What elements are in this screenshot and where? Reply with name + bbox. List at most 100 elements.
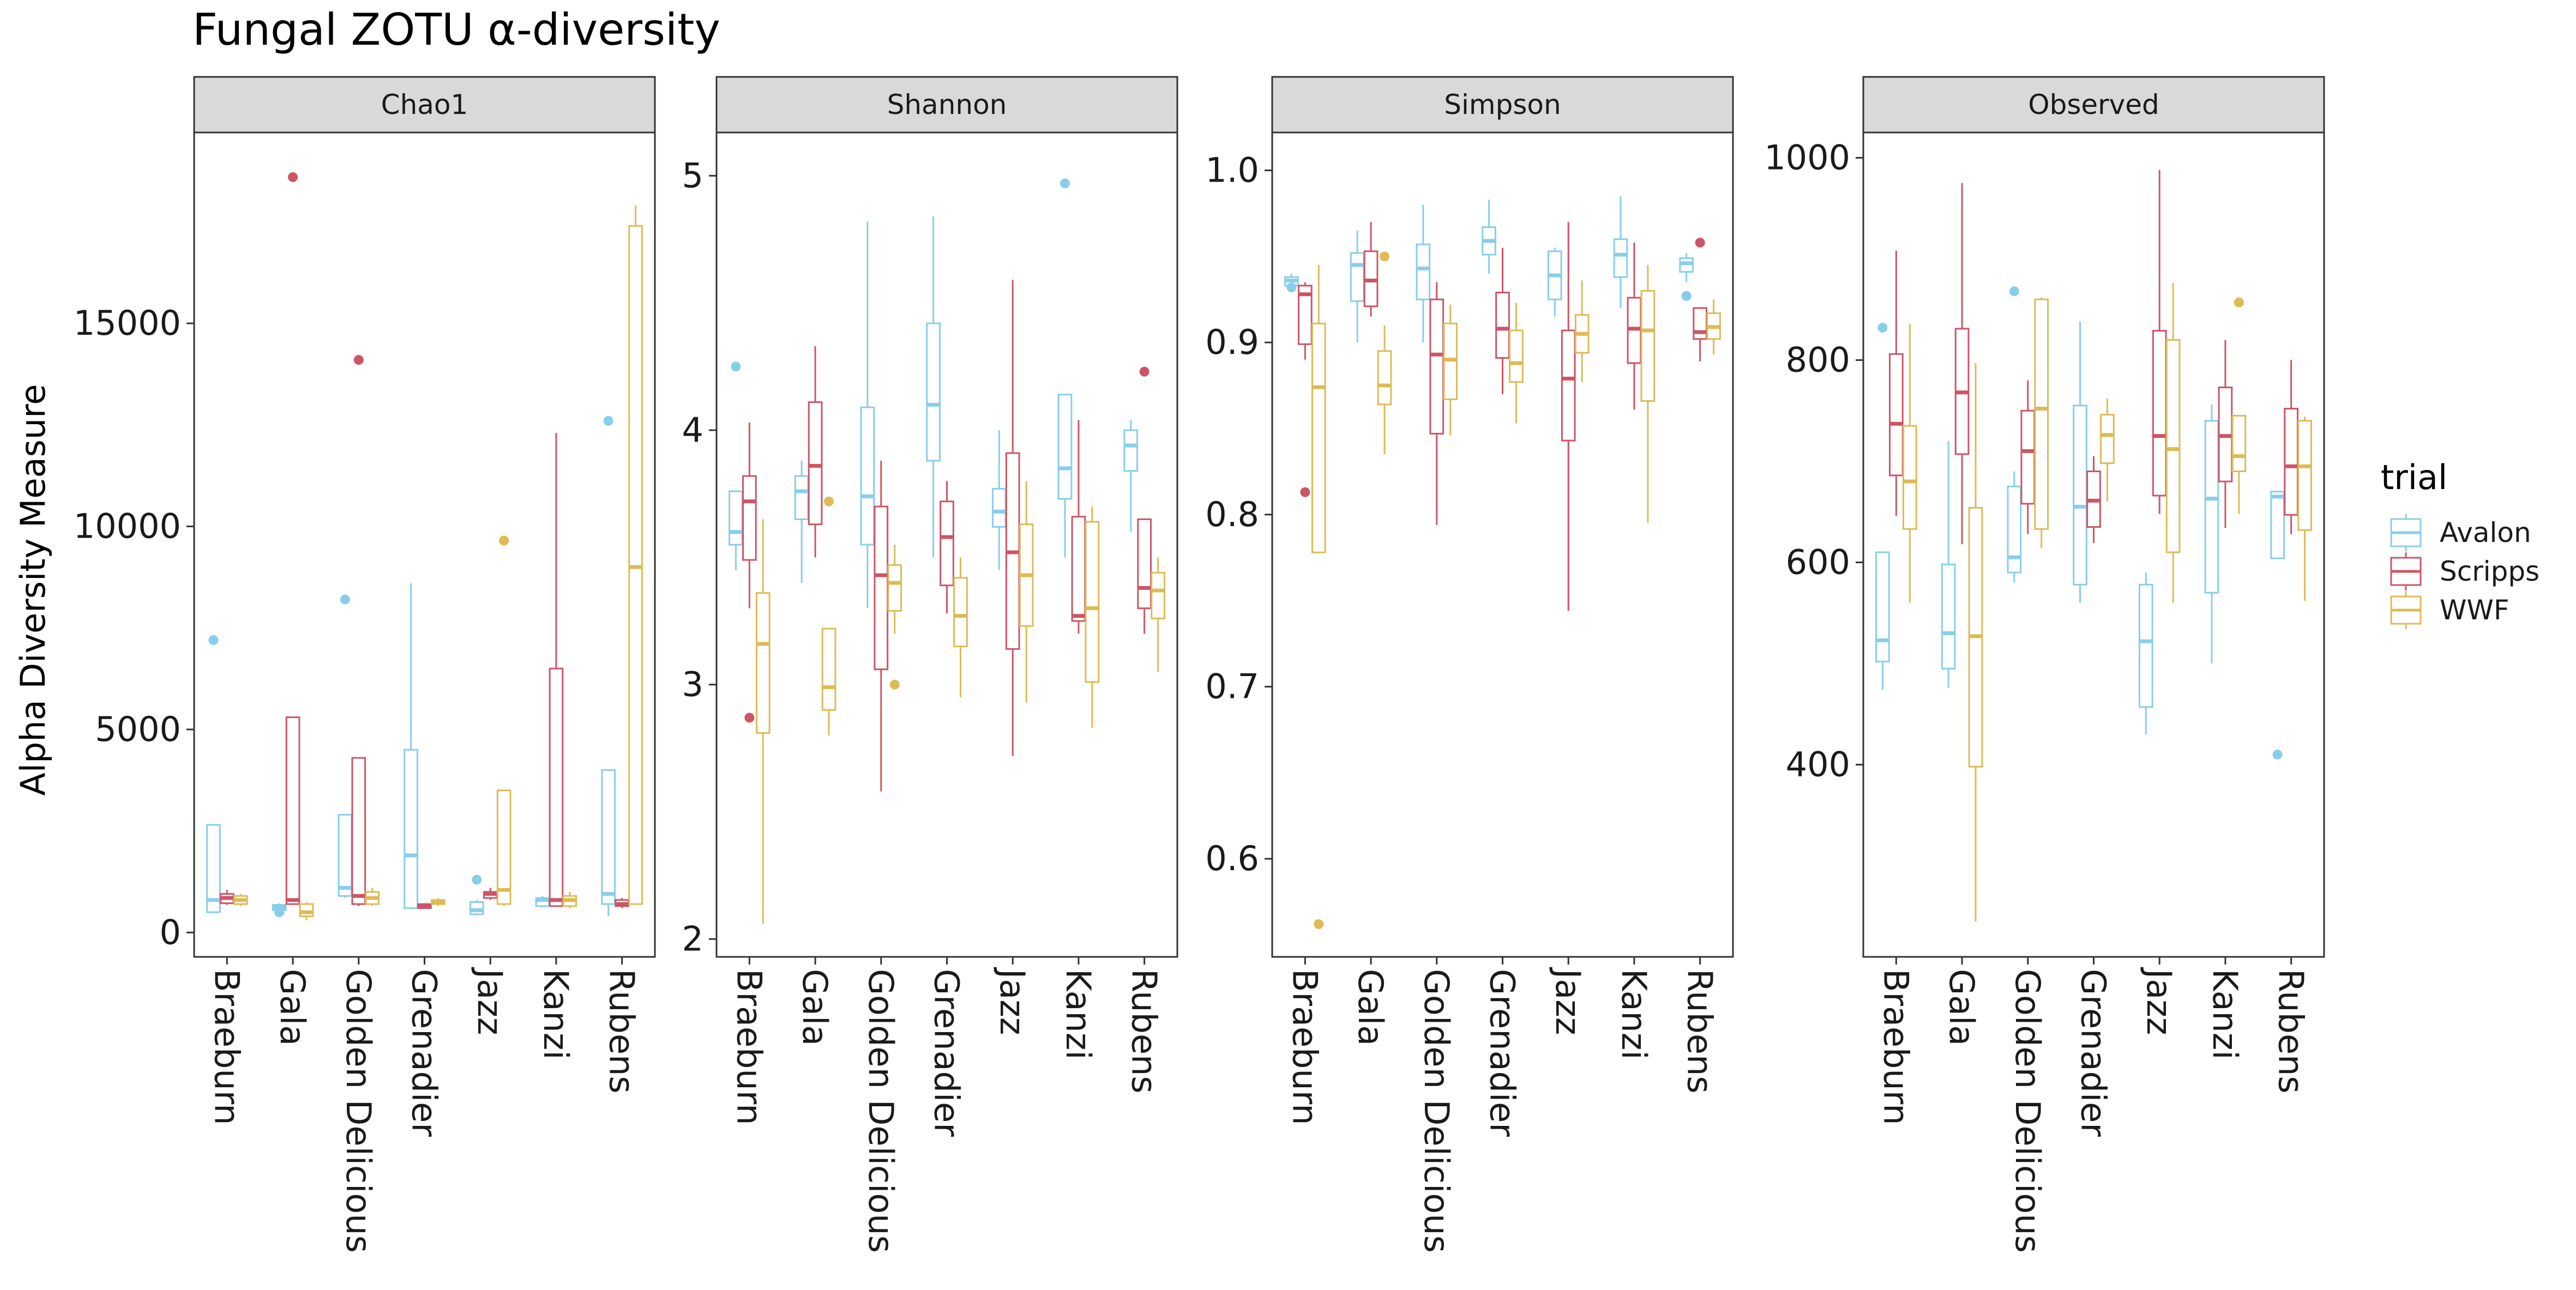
box-scripps (808, 346, 823, 558)
box-body (2152, 330, 2167, 497)
x-tick-label: Jazz (2139, 967, 2179, 1035)
box-avalon (1123, 420, 1139, 532)
x-tick-label: Grenadier (1483, 969, 1522, 1137)
outlier-point (2272, 749, 2283, 759)
y-tick-label: 15000 (74, 303, 181, 343)
y-tick-label: 5 (682, 155, 703, 195)
box-avalon (1941, 441, 1956, 688)
box-body (860, 406, 875, 546)
box-wwf (755, 519, 771, 924)
outlier-point (744, 713, 755, 723)
box-body (821, 628, 836, 711)
outlier-point (889, 679, 900, 690)
x-tick-label: Kanzi (536, 969, 576, 1060)
box-scripps (2086, 456, 2101, 544)
box-wwf (233, 894, 248, 906)
box-body (2100, 414, 2115, 465)
box-wwf (1706, 299, 1721, 355)
box-avalon (1057, 178, 1073, 558)
box-wwf (431, 898, 446, 906)
box-body (2138, 583, 2153, 708)
y-tick-label: 0.9 (1205, 322, 1259, 362)
box-body (351, 757, 366, 905)
x-tick-label: Jazz (992, 967, 1032, 1035)
box-avalon (1875, 323, 1890, 690)
box-avalon (2138, 572, 2153, 734)
box-body (887, 564, 902, 612)
box-body (2034, 298, 2049, 530)
x-tick-label: Braeburn (729, 969, 769, 1125)
box-body (2204, 420, 2219, 594)
box-avalon (404, 583, 418, 909)
box-body (2007, 485, 2022, 574)
box-wwf (2034, 297, 2049, 548)
x-tick-label: Rubens (1680, 969, 1720, 1094)
legend-title: trial (2381, 457, 2447, 497)
box-scripps (285, 172, 300, 905)
box-scripps (1889, 251, 1904, 516)
box-body (1377, 350, 1392, 406)
box-wwf (299, 902, 314, 920)
x-tick-label: Braeburn (1285, 969, 1325, 1125)
facet-strip (193, 76, 656, 134)
x-tick-label: Golden Delicious (1417, 969, 1456, 1253)
box-body (469, 901, 484, 915)
y-tick-label: 5000 (95, 709, 181, 749)
box-body (874, 505, 889, 671)
y-tick-label: 0.8 (1205, 495, 1259, 534)
box-scripps (1954, 183, 1970, 545)
box-body (2165, 339, 2181, 553)
box-body (1902, 425, 1917, 530)
box-wwf (1377, 251, 1392, 455)
box-avalon (338, 594, 353, 898)
outlier-point (1695, 238, 1705, 248)
box-body (1640, 290, 1656, 402)
box-body (808, 401, 823, 526)
box-scripps (1137, 366, 1152, 634)
box-wwf (821, 496, 836, 736)
box-wwf (887, 545, 902, 690)
outlier-point (353, 355, 364, 365)
box-body (1151, 571, 1165, 619)
box-body (285, 716, 300, 905)
box-body (940, 501, 954, 587)
box-wwf (2297, 417, 2312, 601)
x-tick-label: Gala (1942, 969, 1982, 1046)
outlier-point (824, 496, 834, 507)
x-tick-label: Kanzi (1058, 969, 1098, 1060)
y-tick-label: 600 (1786, 542, 1850, 582)
box-body (1693, 307, 1707, 340)
box-wwf (1311, 265, 1326, 930)
box-body (2270, 491, 2285, 559)
box-body (1137, 518, 1152, 610)
y-tick-label: 3 (682, 665, 703, 704)
box-body (338, 813, 353, 897)
outlier-point (1877, 323, 1888, 333)
box-wwf (365, 888, 380, 906)
box-body (1875, 551, 1890, 662)
box-scripps (1561, 222, 1576, 611)
box-body (1889, 353, 1904, 477)
box-scripps (351, 355, 366, 906)
box-body (1613, 238, 1628, 278)
box-body (1298, 285, 1313, 345)
x-tick-label: Golden Delicious (861, 969, 901, 1253)
box-body (1311, 322, 1326, 553)
outlier-point (603, 415, 613, 426)
box-wwf (1509, 303, 1524, 424)
box-wwf (2100, 398, 2115, 502)
box-body (206, 824, 221, 913)
box-body (1495, 292, 1510, 359)
box-body (628, 225, 643, 905)
box-wwf (2231, 297, 2247, 514)
box-avalon (272, 903, 287, 918)
y-tick-label: 2 (682, 919, 703, 959)
x-tick-label: Jazz (470, 967, 510, 1035)
box-scripps (940, 481, 954, 613)
y-tick-label: 0 (160, 912, 181, 952)
y-tick-label: 400 (1786, 745, 1850, 785)
outlier-point (499, 535, 509, 546)
box-scripps (220, 890, 234, 905)
outlier-point (1300, 487, 1310, 497)
outlier-point (340, 594, 350, 605)
